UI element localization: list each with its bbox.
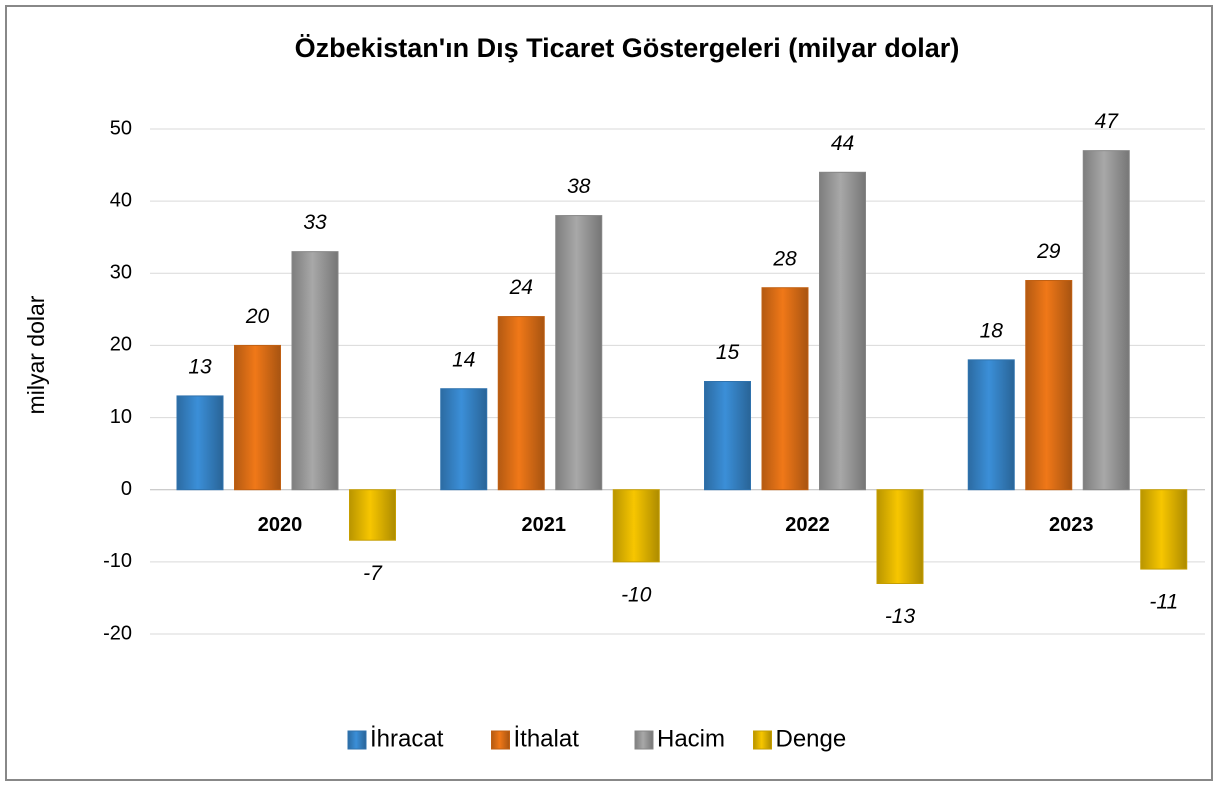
bar [967, 359, 1015, 491]
data-label: 13 [188, 355, 212, 378]
bar [819, 171, 866, 491]
bar [1025, 280, 1073, 491]
data-label: -13 [885, 605, 916, 628]
bar [612, 489, 660, 563]
legend-label: Hacim [657, 725, 725, 752]
data-label: -7 [363, 562, 383, 585]
data-label: 29 [1036, 240, 1061, 263]
bar [555, 215, 603, 491]
y-tick-label: 10 [110, 406, 132, 428]
bar [234, 344, 281, 491]
bar [497, 316, 545, 491]
x-tick-label: 2020 [258, 514, 303, 536]
x-tick-label: 2023 [1049, 514, 1094, 536]
bar [440, 388, 488, 491]
bar [176, 395, 224, 491]
data-label: 14 [452, 348, 475, 371]
data-label: -11 [1149, 591, 1178, 614]
bar [349, 489, 396, 541]
y-tick-label: 20 [110, 334, 132, 356]
data-label: 18 [980, 319, 1004, 342]
bar [1140, 489, 1188, 570]
chart-title: Özbekistan'ın Dış Ticaret Göstergeleri (… [295, 33, 960, 63]
bar [876, 489, 924, 585]
y-axis-title: milyar dolar [23, 295, 49, 414]
bar [1082, 150, 1130, 491]
legend-label: İthalat [514, 725, 580, 752]
data-label: 15 [716, 341, 740, 364]
legend-label: İhracat [370, 725, 444, 752]
data-label: 44 [831, 132, 854, 155]
x-tick-label: 2022 [785, 514, 830, 536]
data-label: 20 [245, 305, 270, 328]
bar [704, 381, 751, 491]
bar [291, 251, 339, 491]
legend-swatch [491, 730, 510, 750]
x-tick-label: 2021 [522, 514, 567, 536]
y-tick-label: 30 [110, 262, 132, 284]
legend-swatch [634, 730, 654, 750]
bar [761, 287, 809, 491]
y-tick-label: -20 [103, 622, 132, 644]
data-label: 24 [509, 276, 533, 299]
legend-label: Denge [776, 725, 847, 752]
y-tick-label: 40 [110, 189, 132, 211]
data-label: -10 [621, 583, 652, 606]
data-label: 33 [303, 211, 327, 234]
data-label: 28 [772, 247, 797, 270]
y-tick-label: 0 [121, 478, 132, 500]
y-tick-label: 50 [110, 117, 132, 139]
legend-swatch [753, 730, 772, 750]
y-tick-label: -10 [103, 550, 132, 572]
legend-swatch [347, 730, 367, 750]
data-label: 47 [1095, 110, 1120, 133]
data-label: 38 [567, 175, 591, 198]
